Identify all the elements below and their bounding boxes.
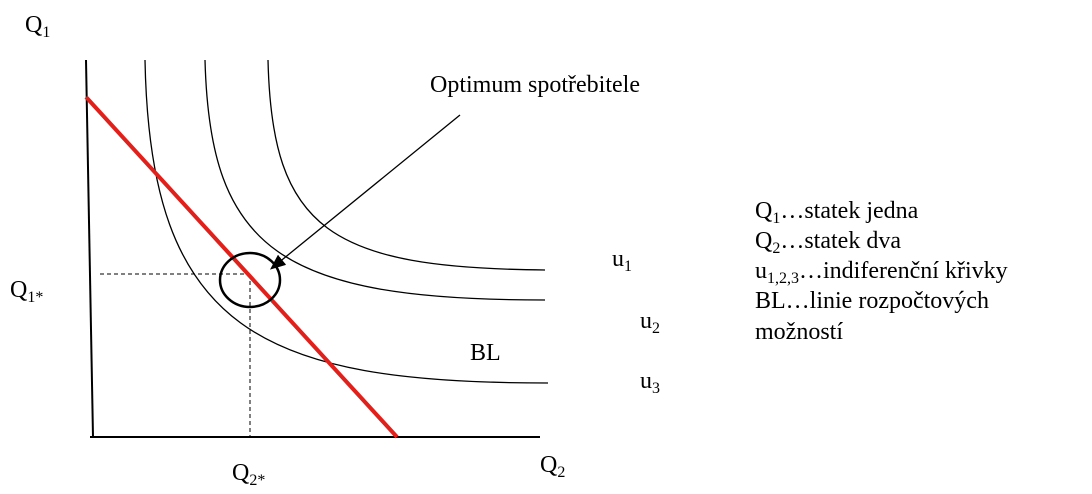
budget-line-label: BL [470, 340, 501, 366]
legend-term: Q [755, 198, 772, 224]
y-axis-label: Q1 [25, 12, 50, 41]
legend-text: …indiferenční křivky [799, 258, 1008, 284]
legend-entry: Q1…statek jedna [755, 198, 919, 227]
legend-entry: Q2…statek dva [755, 228, 901, 257]
legend-term: BL [755, 288, 786, 314]
legend-entry: BL…linie rozpočtových [755, 288, 989, 314]
optimum-circle [218, 251, 282, 309]
x-optimum-label: Q2* [232, 460, 265, 489]
legend-text: …statek jedna [780, 198, 918, 224]
legend-sub: 1,2,3 [767, 270, 799, 287]
legend-sub: 2 [772, 240, 780, 257]
y-axis [85, 59, 94, 438]
annotation: Optimum spotřebitele [430, 72, 640, 98]
legend-sub: 1 [772, 210, 780, 227]
curve-label: u3 [640, 368, 660, 397]
indifference-curve [267, 59, 546, 271]
label-main: Q [10, 277, 27, 303]
curve-label: u2 [640, 308, 660, 337]
y-optimum-label: Q1* [10, 277, 43, 306]
label-main: Q [540, 452, 557, 478]
label-sub: 1* [27, 289, 43, 306]
label-sub: 1 [42, 24, 50, 41]
indifference-curve [144, 59, 549, 384]
curve-label: u1 [612, 246, 632, 275]
label-main: Q [25, 12, 42, 38]
label-sub: 2* [249, 472, 265, 489]
legend-term: Q [755, 228, 772, 254]
legend-text: …linie rozpočtových [786, 288, 989, 314]
arrow [269, 114, 461, 270]
label-sub: 1 [624, 258, 632, 275]
label-sub: 2 [557, 464, 565, 481]
legend-entry: u1,2,3…indiferenční křivky [755, 258, 1008, 287]
legend-text: …statek dva [780, 228, 901, 254]
label-main: u [612, 246, 624, 272]
x-axis-label: Q2 [540, 452, 565, 481]
budget-line [84, 95, 399, 439]
legend-term: u [755, 258, 767, 284]
legend-entry: možností [755, 319, 843, 345]
label-main: u [640, 368, 652, 394]
label-main: Q [232, 460, 249, 486]
indifference-curve [204, 59, 546, 301]
label-sub: 2 [652, 320, 660, 337]
label-sub: 3 [652, 380, 660, 397]
label-main: u [640, 308, 652, 334]
